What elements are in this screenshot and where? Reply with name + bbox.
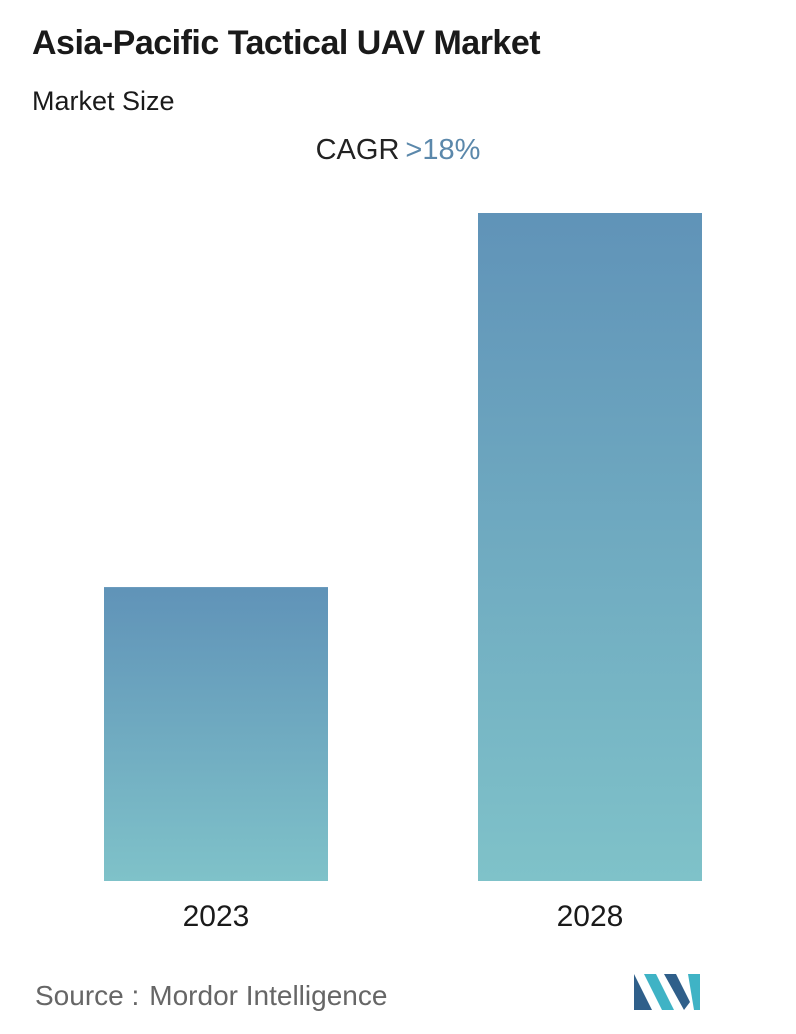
x-tick-label-2023: 2023: [183, 900, 250, 933]
source-name: Mordor Intelligence: [149, 980, 388, 1011]
bars-group: [104, 213, 702, 881]
chart-title: Asia-Pacific Tactical UAV Market: [32, 24, 541, 62]
cagr-annotation: CAGR >18%: [0, 134, 796, 167]
chart-subtitle: Market Size: [32, 86, 175, 116]
x-tick-labels: 2023 2028: [183, 900, 624, 933]
bar-2023: [104, 587, 328, 881]
source-prefix: Source :: [35, 980, 140, 1011]
bar-2028: [478, 213, 702, 881]
cagr-value: >18%: [405, 134, 481, 166]
x-tick-label-2028: 2028: [557, 900, 624, 933]
bar-chart: 2023 2028: [104, 213, 702, 933]
source-note: Source : Mordor Intelligence: [35, 980, 387, 1012]
cagr-label: CAGR: [315, 134, 400, 166]
mordor-intelligence-logo-icon: [634, 974, 700, 1010]
